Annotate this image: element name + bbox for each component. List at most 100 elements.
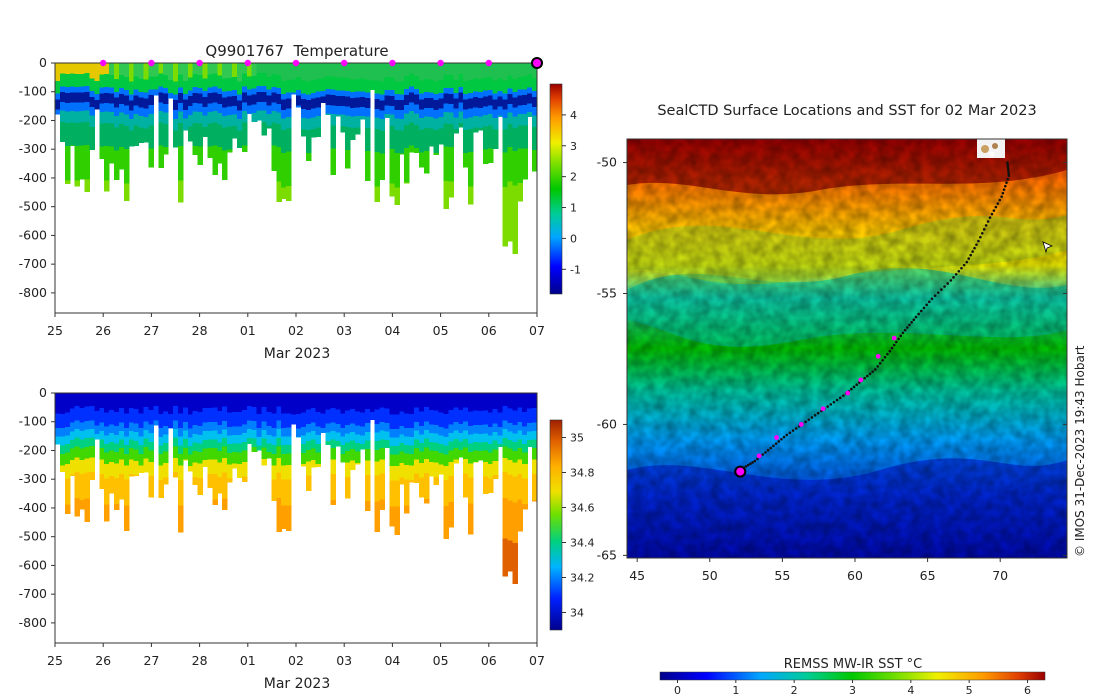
section-cell (502, 117, 509, 130)
section-cell (286, 186, 292, 201)
section-cell (173, 118, 179, 131)
section-cell (261, 458, 268, 466)
section-cell (153, 420, 159, 426)
section-cell (192, 145, 199, 155)
section-cell (296, 393, 302, 415)
section-cell (222, 437, 228, 447)
section-cell (182, 430, 189, 440)
section-cell (438, 79, 445, 93)
section-cell (468, 117, 474, 129)
section-cell (320, 77, 327, 91)
section-cell (207, 103, 213, 112)
section-cell (222, 498, 228, 511)
section-cell (197, 426, 204, 435)
section-cell (128, 448, 135, 460)
section-cell (443, 414, 450, 429)
section-cell (271, 393, 277, 414)
section-cell (138, 436, 145, 446)
section-cell (202, 78, 209, 92)
section-cell (64, 452, 71, 465)
temperature-colorbar-tick-label: 4 (570, 109, 577, 122)
salinity-colorbar-tick-label: 34 (570, 607, 584, 620)
section-cell (99, 393, 105, 408)
section-cell (527, 63, 533, 75)
section-cell (133, 432, 140, 441)
section-cell (399, 463, 405, 478)
section-cell (355, 127, 361, 135)
section-cell (207, 459, 213, 474)
section-cell (104, 146, 110, 181)
section-cell (236, 435, 243, 444)
track-point (965, 260, 969, 264)
section-cell (374, 117, 381, 130)
section-cell (389, 437, 395, 447)
map-x-tick-label: 55 (774, 568, 790, 583)
section-cell (227, 435, 233, 445)
section-cell (532, 459, 538, 475)
section-cell (379, 130, 386, 154)
section-cell (227, 96, 233, 107)
section-cell (251, 406, 258, 422)
section-cell (409, 413, 415, 429)
section-cell (448, 93, 454, 104)
section-cell (99, 448, 105, 460)
section-cell (158, 102, 164, 111)
section-cell (281, 93, 287, 100)
section-cell (477, 97, 484, 108)
section-cell (158, 428, 164, 437)
section-cell (84, 121, 91, 145)
section-cell (310, 92, 317, 99)
section-cell (374, 432, 381, 442)
temperature-x-tick-label: 04 (384, 323, 400, 338)
section-cell (217, 410, 223, 426)
section-cell (104, 111, 110, 124)
section-cell (330, 113, 336, 126)
section-cell (291, 92, 297, 95)
section-cell (69, 86, 76, 93)
section-cell (202, 91, 209, 97)
section-cell (433, 81, 440, 95)
section-cell (448, 424, 454, 434)
section-cell (522, 113, 528, 126)
section-cell (379, 393, 386, 408)
section-cell (227, 464, 233, 479)
salinity-x-tick-label: 03 (336, 653, 352, 668)
section-cell (379, 439, 386, 448)
section-cell (320, 413, 327, 428)
section-cell (271, 92, 277, 103)
surface-marker (437, 59, 444, 67)
section-cell (320, 427, 327, 433)
salinity-colorbar-tick-label: 34.2 (570, 572, 595, 585)
section-cell (428, 128, 435, 147)
section-cell (276, 88, 282, 94)
section-cell (114, 443, 120, 453)
section-cell (276, 93, 282, 104)
section-cell (89, 393, 95, 406)
section-cell (286, 413, 292, 428)
section-cell (448, 103, 454, 113)
section-cell (532, 91, 538, 97)
section-cell (463, 152, 469, 168)
section-cell (99, 63, 105, 75)
section-cell (345, 442, 351, 451)
section-cell (138, 127, 145, 143)
section-cell (448, 75, 454, 89)
section-cell (522, 412, 528, 427)
section-cell (217, 425, 223, 434)
section-cell (468, 108, 474, 118)
section-cell (364, 440, 371, 450)
temperature-y-tick-label: -300 (19, 141, 47, 156)
section-cell (418, 425, 425, 435)
section-cell (74, 497, 81, 517)
section-cell (104, 478, 110, 505)
section-cell (305, 432, 312, 442)
section-cell (64, 74, 71, 88)
section-cell (64, 180, 71, 184)
section-cell (409, 86, 415, 93)
section-cell (256, 86, 263, 92)
section-cell (79, 459, 86, 475)
track-point (920, 309, 923, 313)
section-cell (404, 89, 410, 95)
section-cell (74, 86, 81, 93)
section-cell (143, 447, 150, 459)
